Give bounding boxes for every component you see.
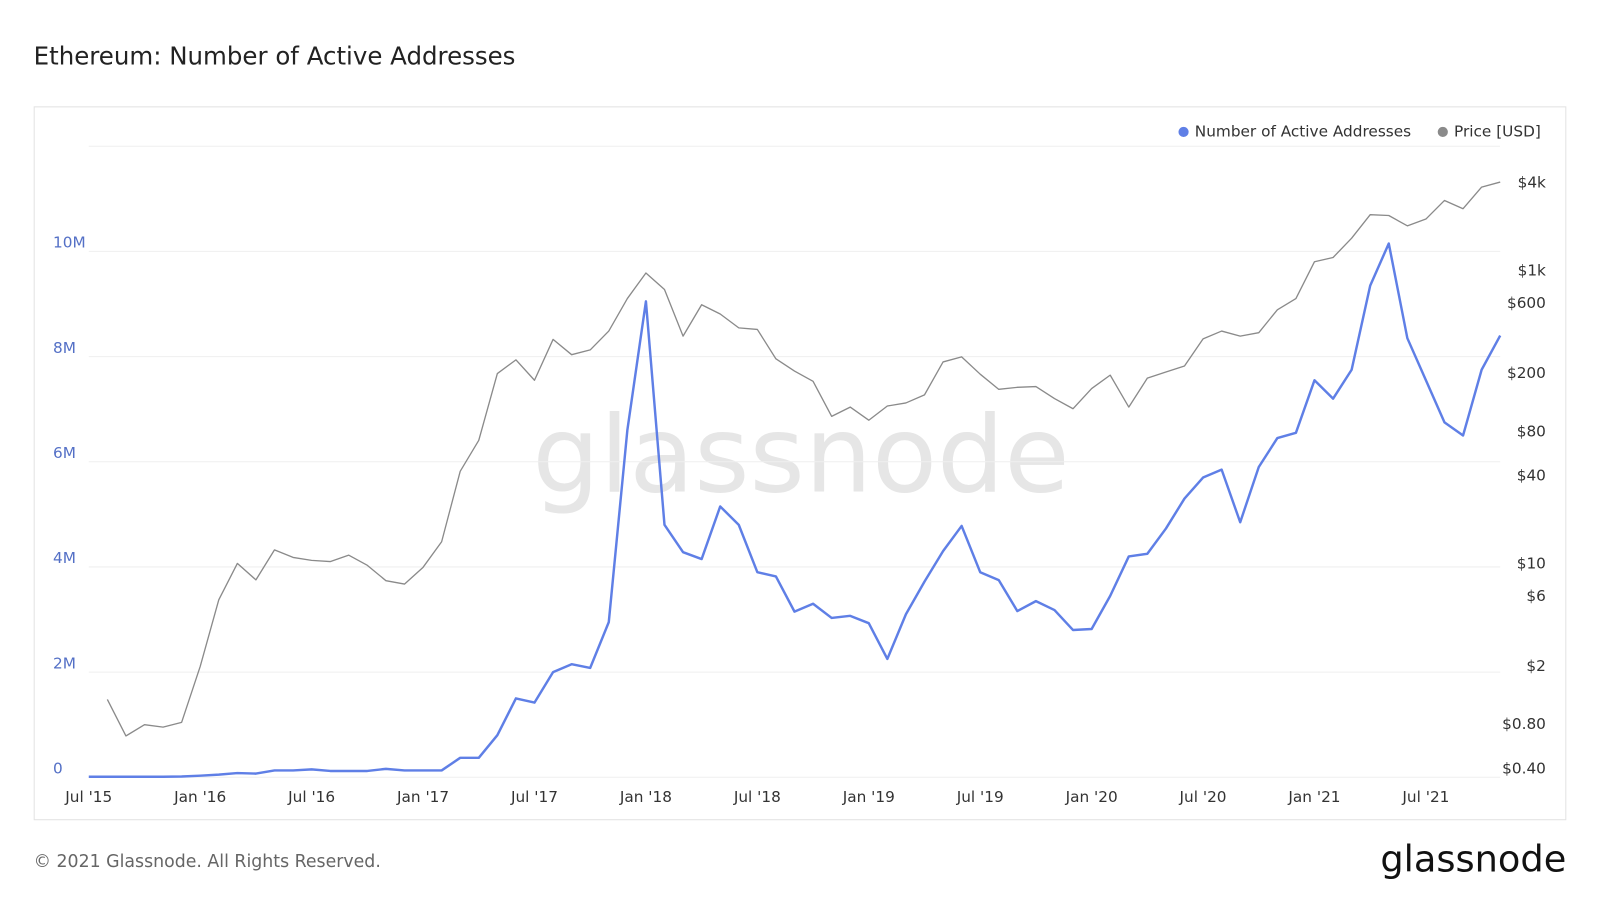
x-tick-label: Jan '20: [1065, 788, 1118, 806]
legend-label: Price [USD]: [1454, 122, 1541, 140]
y2-tick-label: $2: [1526, 657, 1545, 675]
y-tick-label: 8M: [53, 339, 76, 357]
x-tick-label: Jul '17: [510, 788, 558, 806]
legend-swatch: [1437, 126, 1448, 138]
y2-tick-label: $600: [1507, 294, 1546, 312]
chart-frame: [33, 106, 1567, 821]
x-tick-label: Jul '20: [1179, 788, 1227, 806]
y2-tick-label: $6: [1526, 587, 1545, 605]
y2-tick-label: $4k: [1518, 174, 1546, 192]
y-tick-label: 10M: [53, 234, 86, 252]
addresses-line: [88, 242, 1502, 778]
x-tick-label: Jul '19: [956, 788, 1004, 806]
legend-item: Price [USD]: [1437, 122, 1541, 140]
y2-tick-label: $0.80: [1502, 715, 1546, 733]
chart-title: Ethereum: Number of Active Addresses: [34, 41, 516, 70]
y2-tick-label: $0.40: [1502, 759, 1546, 777]
watermark: glassnode: [532, 393, 1069, 517]
y-tick-label: 0: [53, 760, 63, 778]
x-tick-label: Jul '18: [733, 788, 781, 806]
x-tick-label: Jan '19: [842, 788, 895, 806]
x-tick-label: Jul '15: [64, 788, 112, 806]
x-tick-label: Jan '21: [1287, 788, 1340, 806]
x-tick-label: Jul '16: [287, 788, 335, 806]
x-tick-label: Jan '17: [396, 788, 449, 806]
legend-item: Number of Active Addresses: [1178, 122, 1411, 140]
footer: © 2021 Glassnode. All Rights Reserved.: [34, 852, 381, 872]
x-tick-label: Jan '18: [619, 788, 672, 806]
legend-swatch: [1178, 126, 1189, 138]
y-tick-label: 2M: [53, 654, 76, 672]
y-tick-label: 6M: [53, 444, 76, 462]
y2-tick-label: $80: [1517, 422, 1546, 440]
price-line: [106, 181, 1501, 737]
y2-tick-label: $200: [1507, 364, 1546, 382]
legend-label: Number of Active Addresses: [1195, 122, 1411, 140]
logo: glassnode: [1380, 838, 1566, 881]
y2-tick-label: $1k: [1518, 262, 1546, 280]
y-tick-label: 4M: [53, 549, 76, 567]
x-tick-label: Jan '16: [173, 788, 226, 806]
y2-tick-label: $40: [1517, 466, 1546, 484]
y2-tick-label: $10: [1517, 555, 1546, 573]
x-tick-label: Jul '21: [1401, 788, 1449, 806]
